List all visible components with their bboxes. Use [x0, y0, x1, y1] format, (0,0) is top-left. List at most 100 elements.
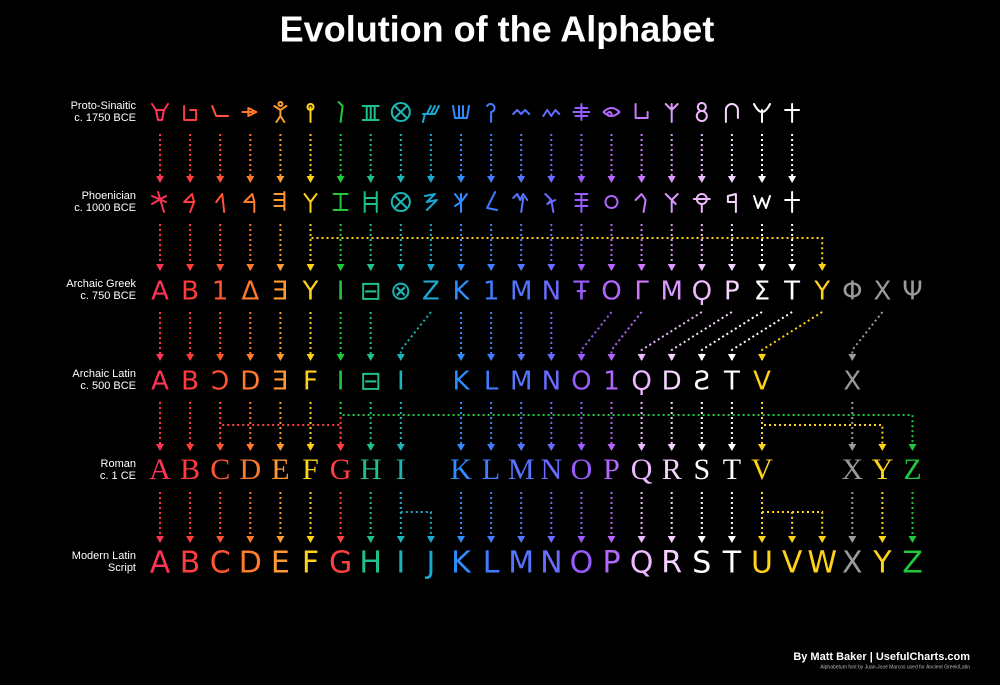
glyph: Z [902, 546, 923, 581]
glyph: 1 [483, 277, 500, 307]
glyph: M [660, 277, 682, 307]
arrowhead [487, 444, 496, 451]
glyph: O [571, 453, 593, 486]
arrowhead [186, 444, 195, 451]
arrowhead [426, 176, 435, 183]
glyph-icon [243, 193, 256, 213]
arrowhead [396, 264, 405, 271]
glyph: Ρ [724, 277, 740, 307]
arrowhead [336, 536, 345, 543]
glyph-icon [423, 193, 438, 211]
row-label: Phoenician [82, 190, 136, 202]
glyph-icon [273, 191, 286, 211]
glyph: W [807, 546, 837, 581]
glyph-icon [337, 101, 344, 123]
glyph: E [271, 546, 290, 581]
connector [730, 311, 793, 360]
arrowhead [727, 354, 736, 361]
arrowhead [758, 176, 766, 183]
glyph: M [510, 277, 532, 307]
arrowhead [487, 536, 496, 543]
glyph: D [662, 367, 682, 397]
arrowhead [336, 176, 345, 183]
glyph: R [661, 546, 682, 581]
glyph-icon [602, 107, 621, 117]
arrowhead [186, 536, 195, 543]
glyph: ⊗ [390, 277, 412, 307]
glyph: D [239, 453, 261, 486]
glyph-icon [512, 109, 531, 115]
glyph: M [508, 453, 535, 486]
glyph-icon [726, 193, 737, 213]
arrowhead [457, 536, 465, 543]
arrowhead [727, 176, 736, 183]
glyph: ⊟ [360, 277, 382, 307]
arrowhead [246, 354, 255, 361]
glyph: Γ [634, 277, 649, 307]
glyph: L [484, 367, 499, 397]
glyph-icon [151, 191, 167, 213]
arrowhead [697, 536, 706, 543]
glyph: L [482, 453, 500, 486]
glyph: Ψ [902, 277, 922, 307]
arrowhead [276, 354, 285, 361]
glyph-icon [332, 193, 349, 211]
arrowhead [788, 536, 797, 543]
glyph: I [397, 367, 405, 397]
glyph-icon [486, 103, 496, 123]
glyph-icon [211, 105, 230, 117]
arrowhead [848, 536, 857, 543]
glyph: Ƨ [694, 367, 711, 397]
arrowhead [487, 264, 496, 271]
glyph: M [510, 367, 532, 397]
arrowhead [366, 176, 375, 183]
glyph: F [303, 367, 318, 397]
glyph-icon [604, 195, 619, 209]
glyph: J [424, 546, 435, 581]
arrowhead [727, 444, 736, 451]
arrowhead [758, 444, 766, 451]
arrowhead [697, 176, 706, 183]
row-label: c. 1750 BCE [74, 112, 136, 124]
glyph: F [302, 546, 319, 581]
arrowhead [878, 444, 887, 451]
arrowhead [276, 264, 285, 271]
row-label: Roman [101, 458, 136, 470]
glyph-icon [542, 109, 561, 117]
glyph: T [723, 367, 740, 397]
glyph: P [603, 453, 620, 486]
arrowhead [547, 354, 556, 361]
glyph: Φ [842, 277, 862, 307]
arrowhead [758, 536, 766, 543]
arrowhead [848, 444, 857, 451]
arrowhead [637, 444, 646, 451]
arrowhead [306, 264, 315, 271]
glyph: H [360, 453, 382, 486]
arrowhead [758, 354, 766, 361]
arrowhead [667, 536, 676, 543]
glyph: A [151, 277, 169, 307]
arrowhead [396, 354, 405, 361]
glyph: K [450, 453, 472, 486]
arrowhead [246, 536, 255, 543]
arrowhead [818, 264, 827, 271]
arrowhead [607, 536, 616, 543]
row-label: Archaic Latin [72, 368, 136, 380]
connector [761, 311, 823, 360]
glyph-icon [634, 103, 649, 119]
glyph: Δ [241, 277, 259, 307]
glyph-icon [753, 103, 771, 123]
glyph-icon [784, 103, 801, 123]
credit: By Matt Baker | UsefulCharts.com [793, 651, 970, 663]
glyph: Y [872, 546, 892, 581]
arrowhead [246, 176, 255, 183]
glyph: N [542, 277, 561, 307]
arrowhead [216, 354, 225, 361]
arrowhead [517, 264, 526, 271]
arrowhead [156, 264, 164, 271]
glyph: Ϙ [631, 367, 651, 397]
glyph: N [540, 453, 562, 486]
connector [399, 492, 432, 542]
arrowhead [908, 536, 917, 543]
